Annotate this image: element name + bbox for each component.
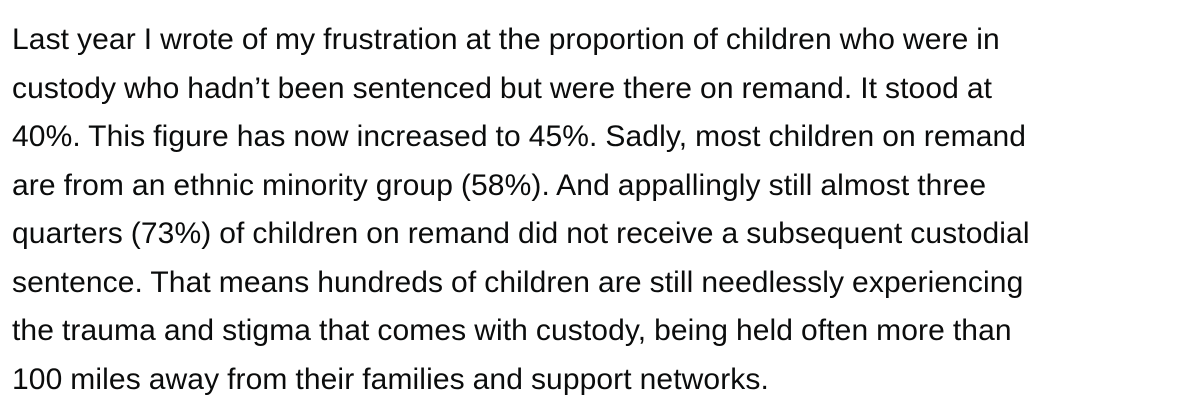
paragraph-line: Last year I wrote of my frustration at t… (12, 23, 1000, 56)
paragraph-line: are from an ethnic minority group (58%).… (12, 168, 987, 202)
paragraph-line: quarters (73%) of children on remand did… (12, 217, 1030, 250)
body-paragraph: Last year I wrote of my frustration at t… (12, 16, 1192, 404)
paragraph-line: custody who hadn’t been sentenced but we… (12, 71, 993, 105)
paragraph-line: 40%. This figure has now increased to 45… (12, 120, 1027, 153)
paragraph-line: 100 miles away from their families and s… (12, 362, 769, 396)
paragraph-line: the trauma and stigma that comes with cu… (12, 314, 1012, 347)
paragraph-line: sentence. That means hundreds of childre… (12, 265, 1024, 299)
